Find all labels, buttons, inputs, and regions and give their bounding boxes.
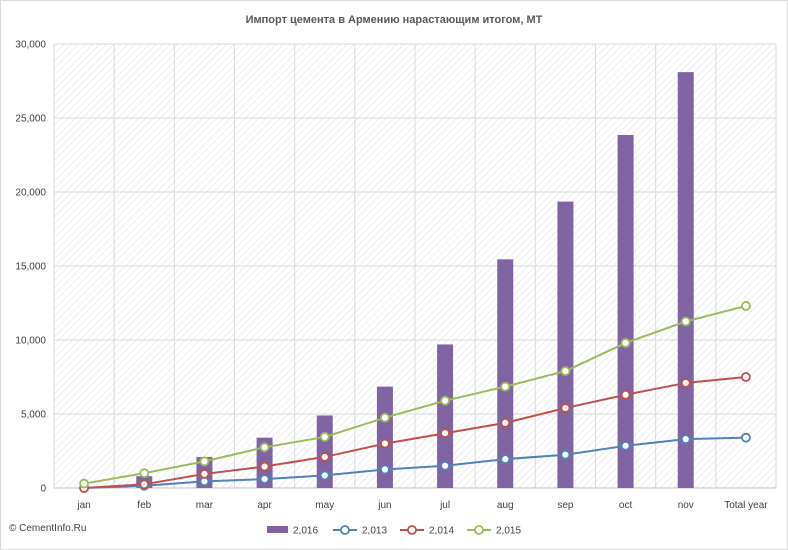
x-tick-label: nov — [678, 500, 694, 511]
data-point — [319, 452, 330, 462]
data-point — [440, 460, 450, 471]
data-point — [500, 381, 511, 392]
data-point — [380, 438, 390, 449]
series-line — [84, 436, 746, 489]
data-point — [560, 449, 571, 460]
y-axis: 0 5,000 10,000 15,000 20,000 25,000 30,000 — [15, 40, 46, 495]
bar — [376, 386, 393, 488]
data-point — [560, 366, 571, 376]
x-tick-label: jul — [439, 500, 450, 511]
legend-label: 2,013 — [362, 526, 387, 537]
x-tick-label: mar — [196, 500, 214, 511]
legend-swatch-bar — [267, 526, 288, 533]
data-point — [199, 469, 210, 479]
line-series — [79, 301, 751, 493]
gridlines — [53, 43, 777, 489]
bar — [677, 72, 694, 489]
x-tick-label: Total year — [724, 500, 768, 511]
data-point — [380, 464, 390, 475]
data-point — [620, 338, 631, 348]
legend-label: 2,015 — [496, 526, 521, 537]
series-line — [83, 304, 747, 485]
data-point — [139, 468, 150, 479]
data-point — [259, 461, 270, 472]
data-point — [440, 395, 450, 406]
y-tick-label: 20,000 — [15, 188, 46, 199]
y-tick-label: 10,000 — [15, 336, 46, 347]
data-point — [319, 432, 330, 442]
legend-label: 2,014 — [429, 526, 454, 537]
data-point — [680, 434, 691, 445]
y-tick-label: 5,000 — [21, 410, 46, 421]
x-axis: jan feb mar apr may jun jul aug sep oct nov Total y… — [54, 487, 776, 511]
bar — [557, 201, 574, 488]
bar — [617, 135, 634, 488]
data-point — [680, 378, 691, 388]
data-point — [319, 470, 330, 481]
series-line — [84, 376, 747, 489]
bar — [497, 259, 514, 488]
data-point — [680, 316, 691, 327]
x-tick-label: may — [315, 500, 334, 511]
data-point — [620, 389, 631, 400]
x-tick-label: aug — [497, 500, 514, 511]
y-tick-label: 15,000 — [15, 262, 46, 273]
legend-label: 2,016 — [293, 526, 318, 537]
x-tick-label: apr — [257, 500, 272, 511]
legend-swatch-marker — [407, 525, 417, 535]
data-point — [741, 372, 751, 382]
legend-swatch-marker — [340, 525, 350, 535]
bar — [316, 415, 333, 488]
x-tick-label: jan — [76, 500, 90, 511]
legend: 2,016 2,013 2,014 2,015 — [267, 525, 521, 537]
bar — [437, 344, 454, 488]
y-tick-label: 30,000 — [15, 40, 46, 51]
x-tick-label: oct — [619, 500, 633, 511]
data-point — [139, 479, 150, 490]
data-point — [741, 432, 751, 443]
x-tick-label: jun — [377, 500, 391, 511]
data-point — [500, 417, 511, 428]
x-tick-label: sep — [557, 500, 574, 511]
x-tick-label: feb — [137, 500, 151, 511]
data-point — [440, 428, 450, 439]
data-point — [620, 440, 631, 451]
data-point — [79, 478, 89, 489]
legend-swatch-marker — [474, 525, 484, 535]
y-tick-label: 0 — [40, 484, 46, 495]
chart-title: Импорт цемента в Армению нарастающим ито… — [246, 14, 543, 26]
data-point — [500, 454, 511, 465]
data-point — [259, 474, 270, 485]
data-point — [380, 412, 390, 423]
y-tick-label: 25,000 — [15, 114, 46, 125]
data-point — [741, 301, 751, 311]
data-point — [560, 403, 571, 413]
data-point — [199, 456, 210, 467]
data-point — [259, 442, 270, 453]
copyright-text: © CementInfo.Ru — [9, 523, 86, 534]
